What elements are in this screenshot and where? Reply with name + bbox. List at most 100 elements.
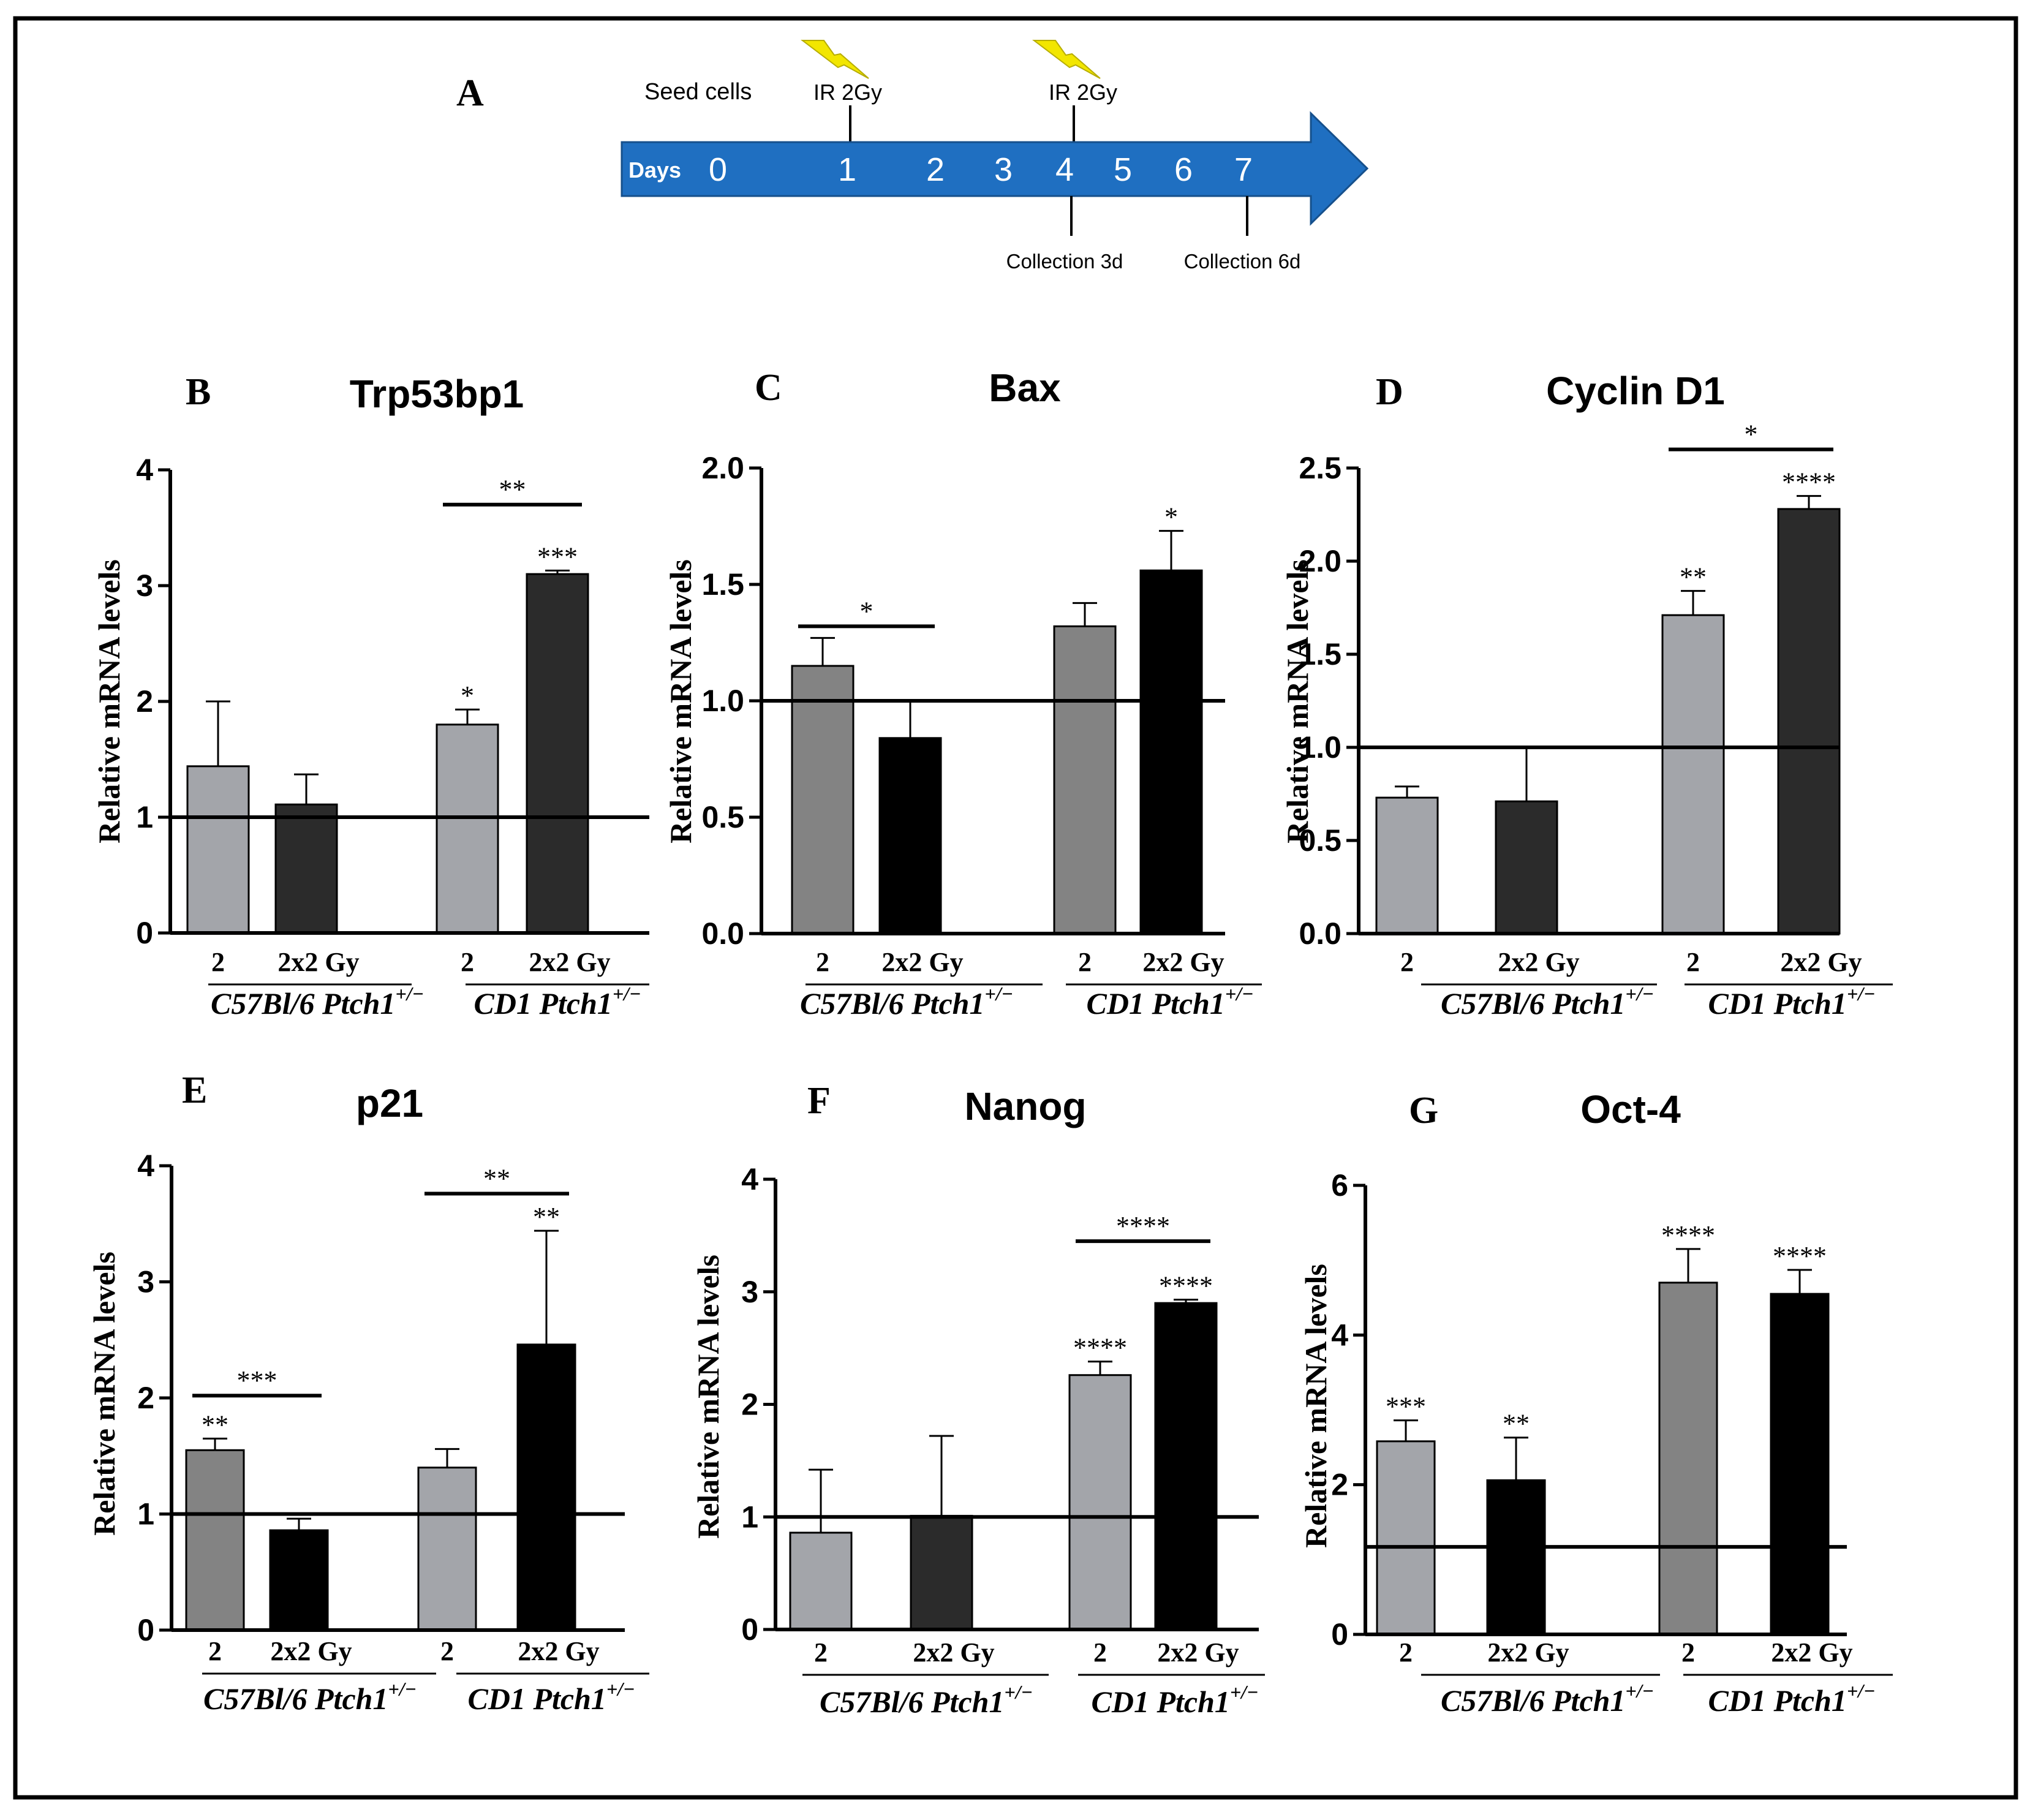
y-tick-label: 3 bbox=[136, 568, 153, 603]
bracket-stars: *** bbox=[237, 1365, 277, 1395]
x-category-label: 2x2 Gy bbox=[1498, 947, 1579, 977]
x-category-label: 2x2 Gy bbox=[1771, 1637, 1852, 1667]
day-number-1: 1 bbox=[838, 151, 856, 188]
bar-3 bbox=[1068, 1374, 1132, 1631]
y-tick-label: 4 bbox=[137, 1149, 154, 1183]
significance-star-3: * bbox=[461, 681, 474, 711]
bar-4 bbox=[526, 573, 589, 934]
collection-3d-label: Collection 3d bbox=[1006, 250, 1123, 273]
group-label: CD1 Ptch1+/− bbox=[474, 983, 641, 1021]
bar-1 bbox=[791, 665, 855, 935]
x-category-label: 2x2 Gy bbox=[1142, 947, 1224, 977]
panel-letter: B bbox=[186, 371, 211, 413]
bracket-stars: ** bbox=[483, 1163, 510, 1193]
bolt-icon-2 bbox=[1032, 40, 1101, 79]
days-label: Days bbox=[628, 157, 681, 183]
panel-letter: D bbox=[1376, 371, 1403, 413]
bar-2 bbox=[1495, 800, 1558, 935]
bar-3 bbox=[1661, 614, 1725, 935]
y-tick-label: 1 bbox=[137, 1497, 154, 1531]
y-tick-label: 4 bbox=[741, 1162, 758, 1196]
y-tick-label: 0 bbox=[137, 1613, 154, 1647]
x-category-label: 2x2 Gy bbox=[529, 947, 610, 977]
bar-2 bbox=[1486, 1479, 1546, 1636]
significance-star-4: **** bbox=[1159, 1271, 1213, 1301]
y-tick-label: 2.0 bbox=[701, 451, 744, 485]
group-label-text: CD1 Ptch1 bbox=[1087, 986, 1225, 1021]
timeline-arrow bbox=[621, 111, 1369, 226]
y-tick-label: 1 bbox=[741, 1500, 758, 1534]
chart-f-nanog: F Nanog Relative mRNA levels **** **** 0 1 2 3 4 *… bbox=[691, 1080, 1265, 1719]
y-tick-label: 4 bbox=[136, 453, 153, 487]
panel-letter: F bbox=[807, 1080, 831, 1122]
panel-a-timeline: A Seed cells IR 2Gy IR 2Gy Days 0 1 2 3 4 5 6 7… bbox=[456, 40, 1369, 273]
chart-title: Bax bbox=[989, 366, 1061, 410]
x-category-label: 2x2 Gy bbox=[277, 947, 359, 977]
x-category-label: 2x2 Gy bbox=[881, 947, 963, 977]
bar-2 bbox=[274, 803, 338, 934]
significance-star-4: * bbox=[1164, 502, 1178, 532]
y-tick-label: 4 bbox=[1331, 1318, 1348, 1352]
y-tick-label: 0.0 bbox=[1299, 916, 1341, 951]
panel-letter: C bbox=[755, 367, 782, 409]
x-category-label: 2 bbox=[1400, 947, 1414, 977]
x-category-label: 2x2 Gy bbox=[1780, 947, 1862, 977]
group-label-superscript: +/− bbox=[1625, 983, 1654, 1005]
bar-3 bbox=[417, 1467, 477, 1631]
bar-1 bbox=[1375, 796, 1439, 935]
group-label: CD1 Ptch1+/− bbox=[1092, 1681, 1259, 1719]
y-tick-label: 0 bbox=[1331, 1617, 1348, 1652]
panel-letter: E bbox=[182, 1070, 207, 1111]
bar-1 bbox=[186, 765, 250, 934]
day-number-3: 3 bbox=[994, 151, 1013, 188]
x-category-label: 2 bbox=[1399, 1637, 1413, 1667]
y-tick-label: 1.0 bbox=[1299, 730, 1341, 765]
group-label-superscript: +/− bbox=[984, 983, 1013, 1005]
y-axis-label: Relative mRNA levels bbox=[87, 1252, 121, 1536]
y-tick-label: 3 bbox=[137, 1265, 154, 1299]
bracket-stars: * bbox=[860, 596, 874, 626]
bracket-stars: **** bbox=[1116, 1211, 1170, 1241]
seed-cells-label: Seed cells bbox=[644, 79, 752, 105]
day-number-7: 7 bbox=[1234, 151, 1253, 188]
y-tick-label: 1.0 bbox=[701, 684, 744, 718]
bar-2 bbox=[878, 737, 942, 935]
chart-title: p21 bbox=[356, 1081, 423, 1125]
group-label-superscript: +/− bbox=[1847, 1680, 1876, 1702]
group-label-text: CD1 Ptch1 bbox=[474, 986, 613, 1021]
y-tick-label: 1.5 bbox=[701, 567, 744, 602]
significance-star-1: *** bbox=[1386, 1392, 1426, 1422]
group-label-superscript: +/− bbox=[613, 983, 641, 1005]
day-number-0: 0 bbox=[709, 151, 727, 188]
significance-star-4: ** bbox=[533, 1202, 560, 1232]
y-axis-label: Relative mRNA levels bbox=[1299, 1264, 1333, 1548]
bar-3 bbox=[1053, 625, 1117, 935]
group-label: C57Bl/6 Ptch1+/− bbox=[1441, 1680, 1654, 1718]
group-label-text: C57Bl/6 Ptch1 bbox=[1441, 986, 1625, 1021]
significance-star-3: ** bbox=[1680, 562, 1707, 592]
y-tick-label: 0 bbox=[136, 916, 153, 950]
day-number-2: 2 bbox=[926, 151, 945, 188]
y-tick-label: 2 bbox=[136, 684, 153, 719]
group-label-text: CD1 Ptch1 bbox=[1708, 986, 1847, 1021]
x-category-label: 2x2 Gy bbox=[270, 1636, 352, 1666]
x-category-label: 2x2 Gy bbox=[913, 1637, 994, 1667]
group-label-superscript: +/− bbox=[1230, 1681, 1259, 1703]
significance-star-4: **** bbox=[1773, 1241, 1827, 1271]
y-tick-label: 0 bbox=[741, 1612, 758, 1647]
group-label-superscript: +/− bbox=[1625, 1680, 1654, 1702]
x-category-label: 2 bbox=[1681, 1637, 1695, 1667]
y-tick-label: 2.0 bbox=[1299, 544, 1341, 578]
chart-title: Cyclin D1 bbox=[1546, 369, 1725, 413]
group-label-text: C57Bl/6 Ptch1 bbox=[820, 1685, 1004, 1719]
bar-4 bbox=[1777, 508, 1841, 935]
bar-4 bbox=[1154, 1302, 1218, 1631]
day-number-4: 4 bbox=[1055, 151, 1074, 188]
chart-c-bax: C Bax Relative mRNA levels * 0.0 0.5 1.0 1.5 2.0… bbox=[663, 366, 1262, 1021]
y-tick-label: 0.5 bbox=[1299, 823, 1341, 858]
x-category-label: 2 bbox=[1093, 1637, 1107, 1667]
